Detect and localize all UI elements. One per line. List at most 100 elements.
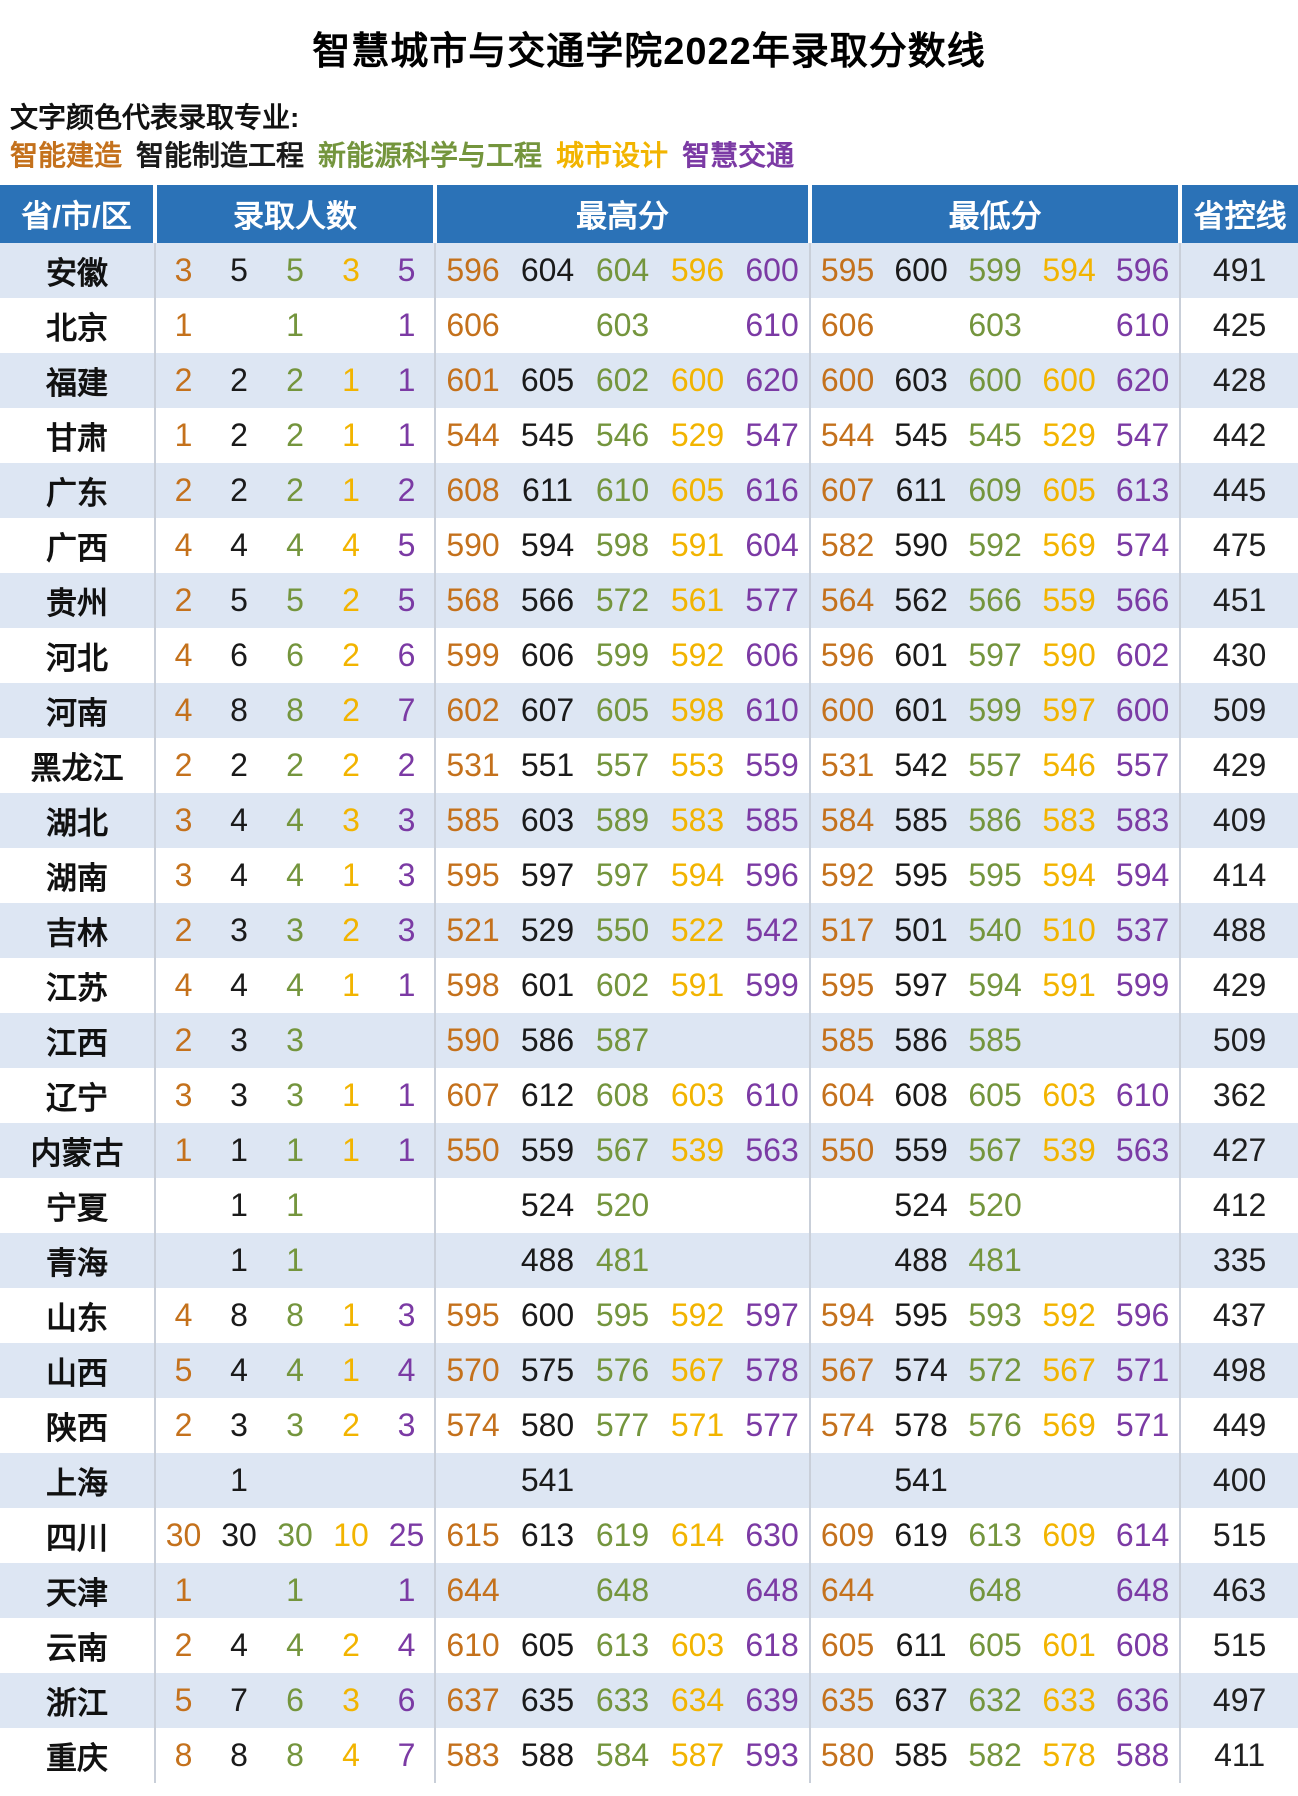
max-cell: 612 [520,1076,575,1113]
counts-cell: 7 [379,682,436,738]
min-cell: 635 [809,1672,885,1728]
max-cell: 615 [434,1507,511,1563]
min-cell: 572 [958,1342,1033,1398]
max-cell: 614 [670,1516,725,1553]
region-cell: 青海 [0,1232,155,1288]
region-cell: 江西 [0,1012,155,1068]
max-cell: 637 [434,1672,511,1728]
control-line-cell: 362 [1179,1067,1298,1123]
max-cell: 591 [670,966,725,1003]
counts-cell: 2 [154,572,211,628]
max-cell: 604 [585,242,661,298]
counts-cell: 3 [211,1012,267,1068]
control-line-cell: 509 [1179,1012,1298,1068]
max-cell [735,1232,811,1288]
max-cell: 620 [735,352,811,408]
control-line-cell: 414 [1179,847,1298,903]
max-cell [660,1012,736,1068]
counts-cell: 6 [397,636,416,673]
min-cell: 541 [884,1452,959,1508]
counts-cell: 3 [154,847,211,903]
counts-cell: 2 [154,737,211,793]
min-cell: 574 [884,1342,959,1398]
max-cell: 571 [670,1406,725,1443]
counts-cell: 1 [267,1122,323,1178]
counts-cell: 4 [267,792,323,848]
counts-cell: 1 [154,1122,211,1178]
control-line-cell: 430 [1179,627,1298,683]
control-line-cell: 515 [1179,1507,1298,1563]
table-row: 河南 4 8 8 2 7 602 607 605 598 610 600 601 599 597 600 509 [0,682,1298,738]
control-line-cell: 445 [1179,462,1298,518]
min-cell: 633 [1032,1672,1107,1728]
max-cell: 595 [595,1296,650,1333]
table-row: 辽宁 3 3 3 1 1 607 612 608 603 610 604 608 605 603 610 362 [0,1067,1298,1123]
region-cell: 上海 [0,1452,155,1508]
region-cell: 重庆 [46,1740,108,1776]
min-cell [809,1177,885,1233]
max-cell: 488 [510,1232,586,1288]
min-cell: 488 [884,1232,959,1288]
max-cell: 599 [595,636,650,673]
counts-cell: 6 [379,1672,436,1728]
max-cell: 576 [585,1342,661,1398]
counts-cell: 25 [388,1516,425,1553]
min-cell: 594 [1115,856,1170,893]
score-table: 省/市/区 录取人数 最高分 最低分 省控线 安徽 3 5 5 3 5 596 604 604 5… [0,184,1298,1783]
counts-cell: 2 [154,1617,211,1673]
min-cell: 600 [1106,682,1181,738]
min-cell: 632 [958,1672,1033,1728]
counts-cell: 30 [221,1516,257,1553]
max-cell: 563 [735,1122,811,1178]
max-cell: 605 [520,1626,575,1663]
min-cell: 605 [1032,462,1107,518]
max-cell [660,298,735,353]
region-cell: 安徽 [0,242,155,298]
max-cell: 550 [585,902,661,958]
max-cell: 599 [434,627,511,683]
max-cell: 593 [745,1736,799,1773]
table-row: 内蒙古 1 1 1 1 1 550 559 567 539 563 550 559 567 539 563 42… [0,1122,1298,1178]
min-cell: 595 [809,242,885,298]
col-header-min: 最低分 [808,184,1181,243]
min-cell: 580 [809,1727,885,1783]
counts-cell [379,1012,436,1068]
max-cell: 602 [585,352,661,408]
counts-cell: 2 [342,636,360,673]
min-cell: 605 [968,1626,1022,1663]
max-cell: 610 [745,306,799,343]
legend-majors: 智能建造 智能制造工程 新能源科学与工程 城市设计 智慧交通 [10,137,1298,175]
min-cell: 637 [884,1672,959,1728]
region-cell: 河北 [46,640,108,676]
legend-major: 智慧交通 [682,139,795,171]
max-cell: 577 [745,1406,799,1443]
min-cell: 605 [968,1076,1022,1113]
min-cell: 597 [968,636,1022,673]
min-cell: 601 [1042,1626,1096,1663]
counts-cell: 3 [230,1076,248,1113]
max-cell: 613 [520,1516,575,1553]
legend-label: 文字颜色代表录取专业: [10,102,300,133]
min-cell: 585 [884,792,959,848]
min-cell: 585 [894,1736,948,1773]
max-cell: 559 [510,1122,586,1178]
min-cell [1032,298,1106,353]
min-cell: 608 [894,1076,948,1113]
counts-cell: 1 [230,1186,248,1223]
counts-cell: 1 [397,306,416,343]
counts-cell: 5 [154,1342,211,1398]
min-cell: 602 [1115,636,1170,673]
max-cell: 545 [520,416,575,453]
max-cell: 580 [520,1406,575,1443]
min-cell: 597 [1032,682,1107,738]
counts-cell: 3 [211,902,267,958]
control-line-cell: 437 [1179,1287,1298,1343]
max-cell: 605 [585,682,661,738]
counts-cell: 5 [267,242,323,298]
table-row: 浙江 5 7 6 3 6 637 635 633 634 639 635 637 632 633 636 497 [0,1672,1298,1728]
min-cell: 601 [884,682,959,738]
counts-cell: 1 [342,966,360,1003]
table-row: 湖北 3 4 4 3 3 585 603 589 583 585 584 585 586 583 583 409 [0,792,1298,848]
min-cell: 599 [958,682,1033,738]
counts-cell [379,1178,435,1233]
